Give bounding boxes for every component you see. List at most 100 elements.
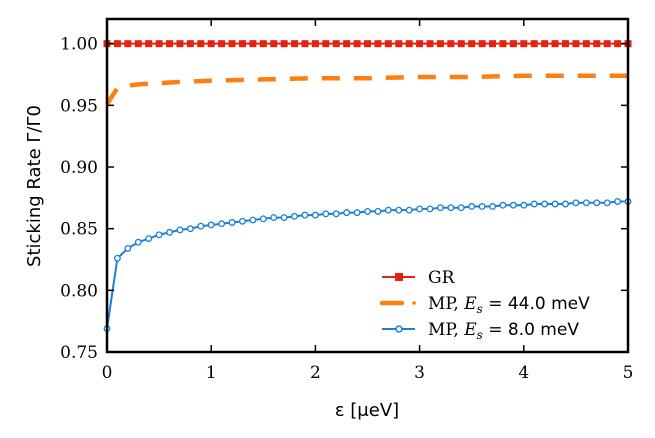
data-point-gr [364, 40, 371, 48]
data-point-mp8 [426, 205, 434, 213]
data-point-mp8 [395, 206, 403, 214]
data-point-gr [551, 40, 559, 48]
data-point-mp8 [176, 226, 184, 234]
y-tick-label: 0.90 [60, 158, 98, 178]
series-line-mp44 [105, 73, 628, 106]
data-point-gr [186, 40, 194, 48]
data-point-mp8 [364, 207, 371, 215]
data-point-mp8 [113, 254, 121, 262]
data-point-gr [561, 40, 569, 48]
data-point-mp8 [280, 214, 288, 222]
data-point-gr [416, 40, 424, 48]
legend-dash-dot-icon [412, 301, 416, 305]
data-point-gr [384, 40, 392, 48]
data-point-gr [603, 40, 611, 48]
data-point-gr [301, 40, 309, 48]
data-point-gr [176, 40, 184, 48]
data-point-mp8 [530, 200, 538, 208]
data-point-mp8 [249, 216, 257, 224]
data-point-gr [259, 40, 267, 48]
data-point-gr [343, 40, 351, 48]
legend: GR MP, Es = 44.0 meV MP, Es = 8.0 meV [379, 268, 590, 342]
data-point-mp8 [228, 219, 236, 226]
data-point-gr [249, 40, 257, 48]
data-point-gr [311, 40, 319, 48]
data-point-gr [291, 40, 299, 48]
data-point-gr [541, 40, 549, 48]
axes-frame [105, 17, 630, 354]
data-point-mp8 [416, 205, 424, 213]
plot-area [103, 40, 632, 333]
data-point-mp8 [405, 206, 413, 214]
legend-label-mp44: MP, Es = 44.0 meV [428, 294, 590, 316]
y-tick-label: 0.95 [60, 96, 98, 116]
legend-label-mp8: MP, Es = 8.0 meV [428, 320, 579, 342]
data-point-mp8 [436, 204, 444, 212]
data-point-mp8 [374, 207, 382, 215]
data-point-mp8 [541, 200, 549, 208]
data-point-gr [405, 40, 413, 48]
data-point-mp8 [520, 201, 528, 209]
data-point-gr [436, 40, 444, 48]
data-point-mp8 [384, 206, 392, 214]
data-point-gr [207, 40, 215, 48]
data-point-mp8 [311, 211, 319, 219]
y-tick-label: 1.00 [60, 35, 98, 55]
data-point-gr [572, 40, 580, 48]
data-point-gr [124, 40, 132, 48]
data-point-gr [145, 40, 153, 48]
y-axis-label: Sticking Rate Γ/Γ0 [24, 105, 45, 267]
y-tick-label: 0.85 [60, 220, 98, 240]
data-point-mp8 [134, 238, 142, 246]
data-point-mp8 [197, 222, 205, 230]
data-point-gr [270, 40, 278, 48]
data-point-mp8 [124, 244, 132, 252]
data-point-gr [593, 40, 601, 48]
data-point-gr [332, 40, 340, 48]
data-point-gr [520, 40, 528, 48]
x-tick-label: 0 [102, 363, 113, 383]
data-point-mp8 [301, 211, 309, 219]
data-point-gr [478, 40, 486, 48]
data-point-mp8 [572, 199, 580, 207]
data-point-gr [582, 40, 590, 48]
data-point-gr [395, 40, 403, 48]
data-point-mp8 [186, 225, 194, 233]
data-point-mp8 [322, 210, 330, 218]
data-point-mp8 [353, 209, 361, 217]
data-point-gr [322, 40, 330, 48]
data-point-mp8 [343, 209, 351, 217]
data-point-mp8 [166, 228, 173, 236]
data-point-gr [238, 40, 246, 48]
x-axis-label: ε [μeV] [335, 400, 399, 421]
x-tick-label: 5 [623, 363, 634, 383]
x-tick-label: 4 [518, 363, 529, 383]
data-point-mp8 [447, 204, 455, 212]
data-point-gr [489, 40, 497, 48]
data-point-mp8 [207, 221, 215, 229]
data-point-gr [509, 40, 517, 48]
data-point-gr [499, 40, 507, 48]
data-point-gr [218, 40, 226, 48]
data-point-mp8 [614, 198, 622, 205]
data-point-mp8 [218, 220, 226, 228]
legend-square-icon [395, 273, 403, 281]
data-point-mp8 [562, 200, 569, 208]
data-point-mp8 [468, 203, 476, 210]
x-tick-label: 3 [414, 363, 425, 383]
y-tick-label: 0.75 [60, 343, 98, 363]
data-point-gr [113, 40, 121, 48]
data-point-gr [374, 40, 382, 48]
data-point-gr [457, 40, 465, 48]
data-point-gr [166, 40, 174, 48]
legend-circle-icon [395, 325, 403, 333]
data-point-gr [134, 40, 142, 48]
data-point-gr [530, 40, 538, 48]
data-point-gr [426, 40, 434, 48]
data-point-gr [447, 40, 455, 48]
x-tick-label: 1 [206, 363, 217, 383]
data-point-mp8 [551, 200, 559, 208]
data-point-mp8 [259, 215, 267, 223]
data-point-mp8 [593, 199, 601, 207]
